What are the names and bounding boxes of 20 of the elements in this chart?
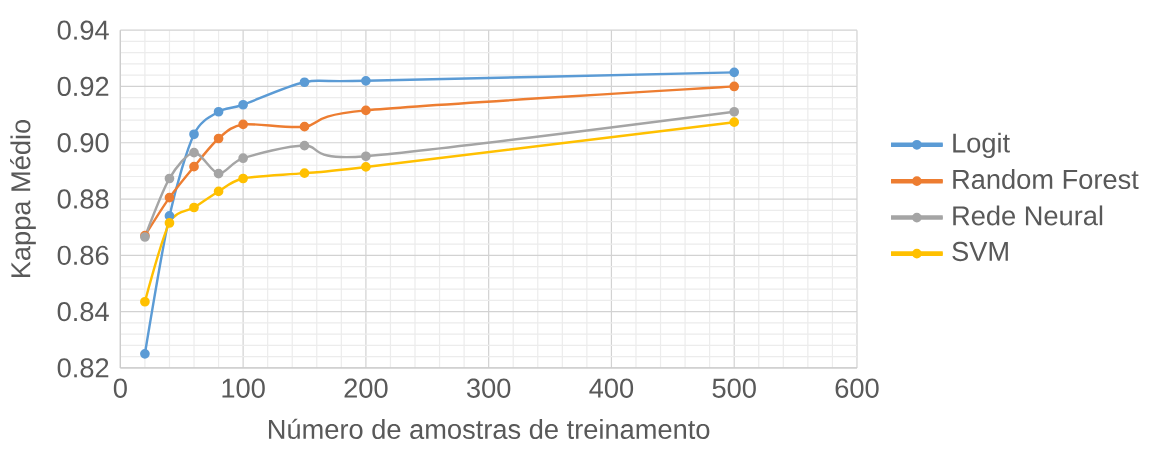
y-tick-label: 0.90 [57,133,109,153]
y-tick-label: 0.82 [57,358,109,378]
x-tick-label: 400 [589,378,634,398]
y-tick-label: 0.88 [57,189,109,209]
x-tick-label: 0 [113,378,127,398]
legend-label: Logit [953,132,1010,158]
y-tick-label: 0.84 [57,301,109,322]
x-tick-label: 300 [466,378,511,398]
y-axis-title: Kappa Médio [10,119,36,278]
legend-label: Rede Neural [953,205,1103,226]
x-tick-label: 500 [712,378,756,398]
y-tick-label: 0.86 [57,245,109,265]
y-tick-label: 0.94 [57,20,109,40]
legend-label: Random Forest [953,168,1139,190]
x-axis-title: Número de amostras de treinamento [268,418,710,439]
x-tick-label: 600 [835,378,879,398]
x-tick-label: 200 [344,378,388,398]
legend-label: SVM [952,241,1008,262]
x-tick-label: 100 [222,378,265,398]
y-tick-label: 0.92 [57,76,109,97]
